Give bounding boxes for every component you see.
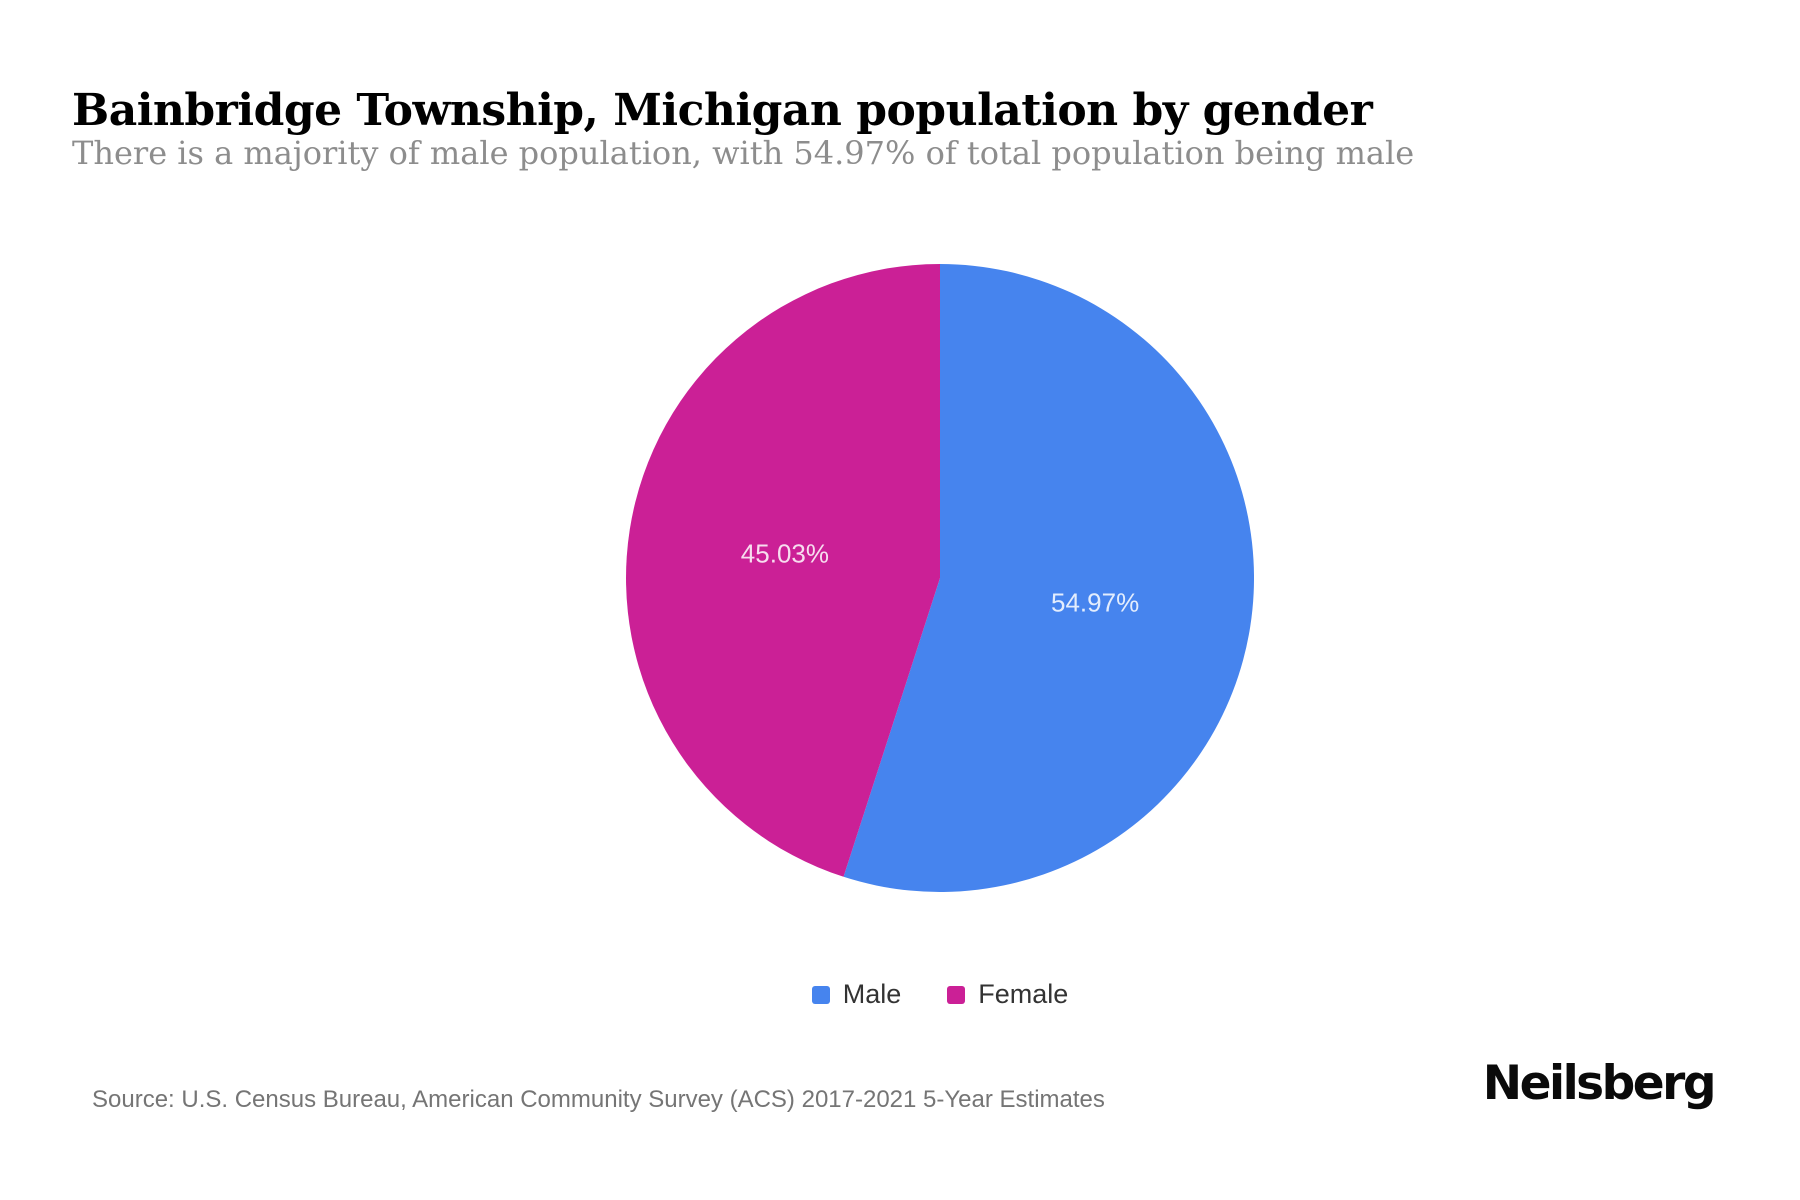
pie-label-female: 45.03% [741, 539, 829, 569]
chart-subtitle: There is a majority of male population, … [72, 134, 1415, 172]
legend-item-female[interactable]: Female [947, 979, 1068, 1010]
neilsberg-logo[interactable]: Neilsberg [1482, 1056, 1717, 1111]
chart-legend: Male Female [80, 979, 1800, 1010]
source-note: Source: U.S. Census Bureau, American Com… [92, 1086, 1105, 1113]
legend-item-male[interactable]: Male [811, 979, 902, 1010]
legend-label-female: Female [978, 979, 1069, 1009]
pie-chart: 54.97% 45.03% [626, 264, 1254, 892]
pie-chart-svg: 54.97% 45.03% [626, 264, 1254, 892]
legend-label-male: Male [842, 979, 902, 1009]
legend-swatch-female [947, 985, 966, 1004]
legend-swatch-male [811, 985, 830, 1004]
chart-title: Bainbridge Township, Michigan population… [72, 85, 1373, 137]
pie-slice-male[interactable] [843, 264, 1254, 892]
pie-label-male: 54.97% [1051, 587, 1139, 617]
pie-slice-female[interactable] [626, 264, 940, 877]
